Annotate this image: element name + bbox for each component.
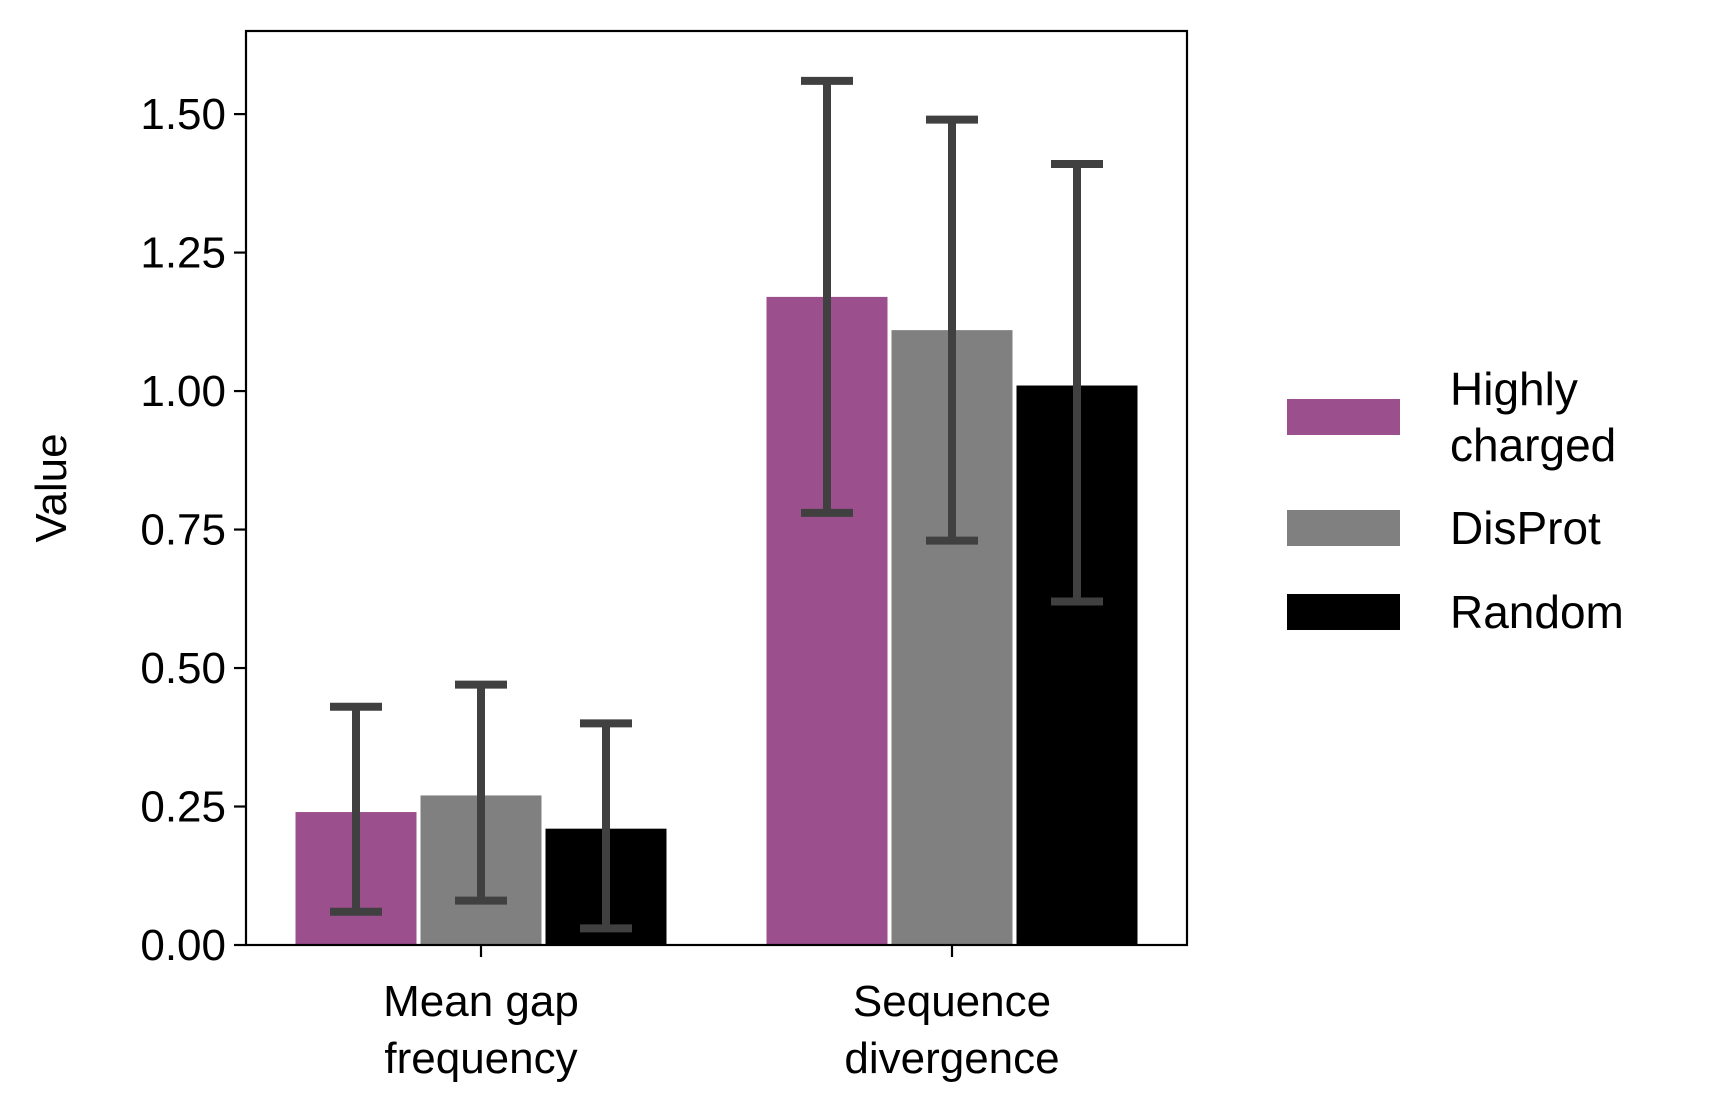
legend-item-1: DisProt [1287,502,1601,554]
plot-frame [244,29,1189,947]
legend-item-2: Random [1287,586,1624,638]
y-tick-label: 0.50 [140,644,226,693]
legend-label: Random [1450,586,1624,638]
y-tick-label: 0.75 [140,506,226,555]
errorbar-2-0 [580,719,632,933]
x-category-label: Sequence divergence [844,977,1059,1083]
y-tick-label: 0.00 [140,921,226,970]
y-tick-label: 0.25 [140,783,226,832]
y-axis-title: Value [27,433,76,542]
legend-swatch [1287,399,1400,435]
legend-label: DisProt [1450,502,1601,554]
legend-swatch [1287,594,1400,630]
errorbar-1-0 [455,680,507,905]
y-tick-label: 1.25 [140,229,226,278]
errorbars-layer [330,76,1103,933]
legend-item-0: Highly charged [1287,363,1616,471]
errorbar-0-1 [801,76,853,517]
legend: Highly charged DisProt Random [1287,363,1624,638]
errorbar-1-1 [926,115,978,545]
errorbar-2-1 [1051,159,1103,606]
x-category-label: Mean gap frequency [383,977,579,1083]
y-tick-label: 1.50 [140,90,226,139]
errorbar-0-0 [330,702,382,916]
legend-swatch [1287,510,1400,546]
x-axis: Mean gap frequency Sequence divergence [383,945,1060,1083]
y-tick-label: 1.00 [140,367,226,416]
legend-label: Highly charged [1450,363,1616,471]
y-axis: 0.00 0.25 0.50 0.75 1.00 1.25 1.50 [140,90,246,970]
bars-layer [295,296,1138,946]
